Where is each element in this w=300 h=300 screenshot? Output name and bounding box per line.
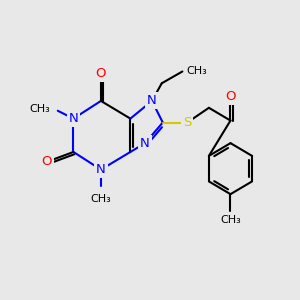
Text: CH₃: CH₃ (91, 194, 111, 204)
Text: S: S (183, 116, 191, 129)
Text: N: N (140, 136, 150, 150)
Text: O: O (42, 155, 52, 168)
Text: CH₃: CH₃ (29, 104, 50, 114)
Text: CH₃: CH₃ (220, 215, 241, 225)
Text: N: N (96, 163, 106, 176)
Text: O: O (96, 67, 106, 80)
Text: N: N (147, 94, 157, 107)
Text: CH₃: CH₃ (186, 67, 207, 76)
Text: N: N (69, 112, 78, 125)
Text: O: O (225, 91, 236, 103)
